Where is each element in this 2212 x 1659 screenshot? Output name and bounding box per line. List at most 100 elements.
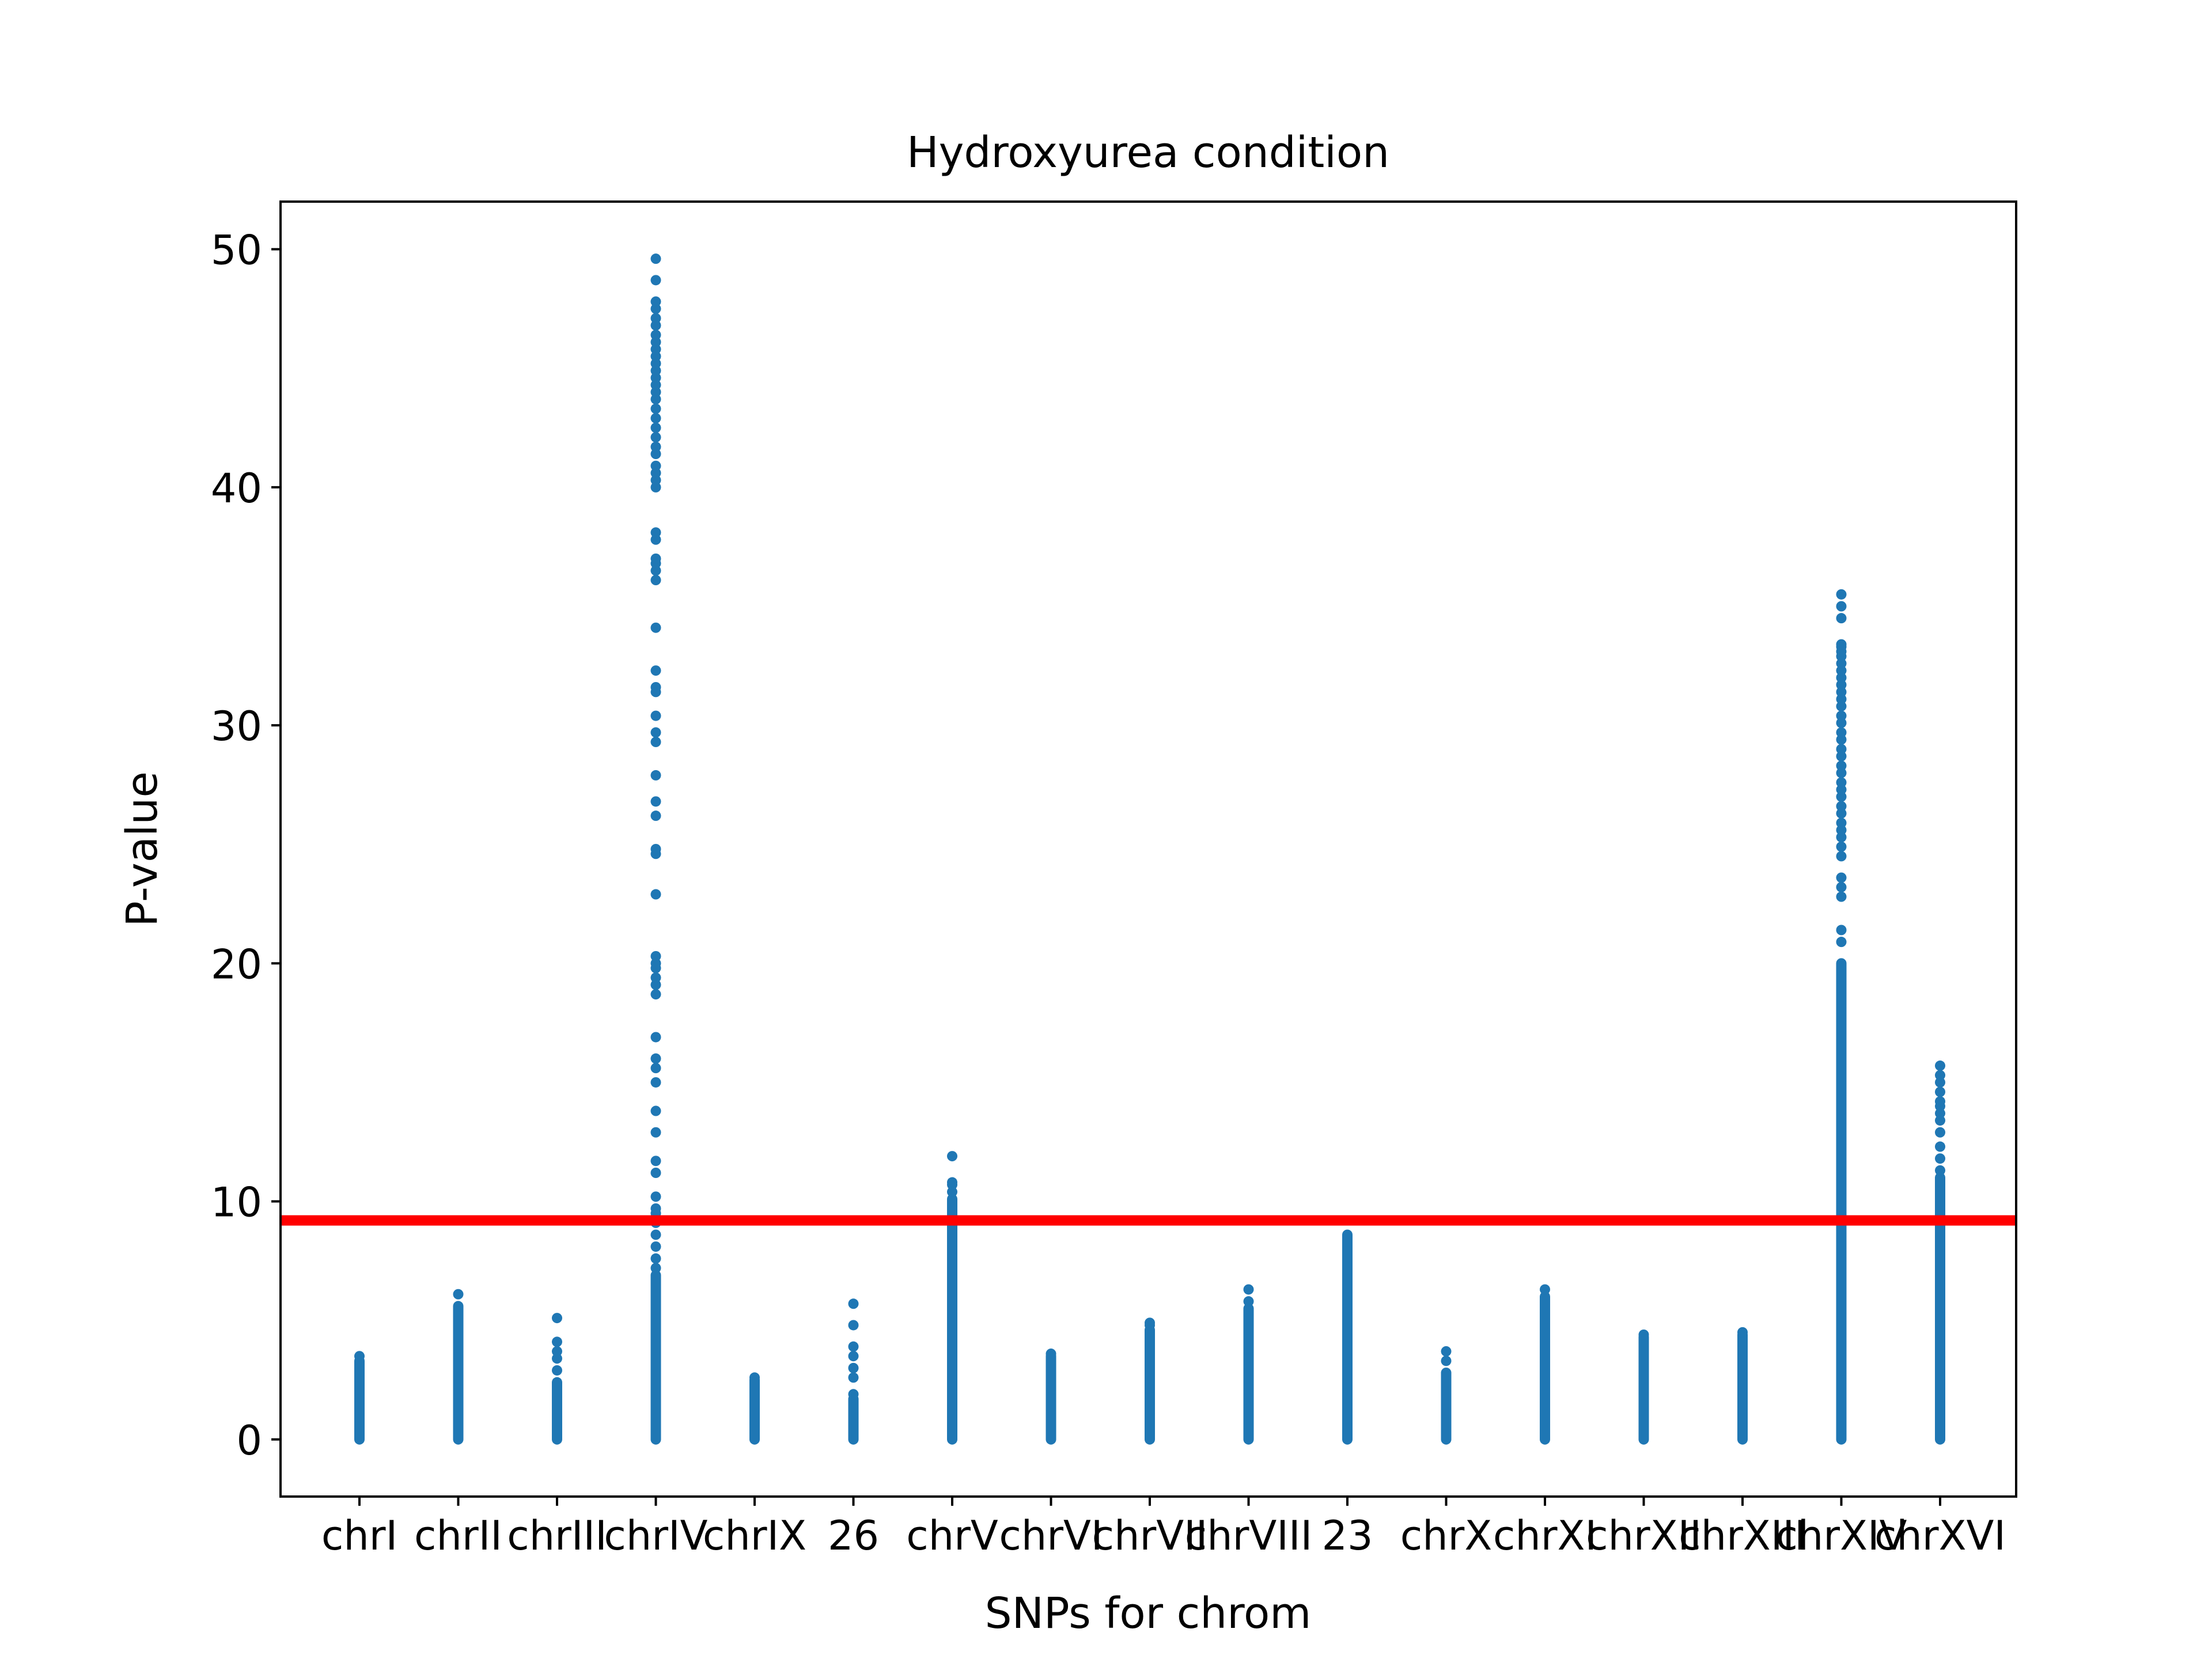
data-point: [650, 737, 661, 748]
data-point: [650, 727, 661, 738]
data-point: [650, 553, 661, 564]
data-point: [1836, 744, 1847, 755]
data-point: [650, 468, 661, 479]
data-point: [1836, 717, 1847, 728]
data-point: [1935, 1070, 1945, 1081]
data-point: [1441, 1355, 1452, 1366]
data-point: [650, 449, 661, 460]
data-point: [1836, 665, 1847, 676]
y-axis: 0 10 20 30 40 50: [211, 227, 281, 1464]
data-point: [749, 1372, 760, 1383]
data-point: [848, 1341, 859, 1352]
series-column-11: [1441, 1346, 1452, 1445]
data-point: [1836, 701, 1847, 712]
data-point: [650, 387, 661, 397]
data-point: [848, 1351, 859, 1362]
data-point: [1836, 832, 1847, 843]
data-point: [1836, 734, 1847, 745]
data-point: [1836, 801, 1847, 812]
y-tick-label: 30: [211, 703, 262, 750]
data-point: [1836, 639, 1847, 650]
data-point: [1836, 882, 1847, 893]
data-point: [650, 475, 661, 486]
series-column-8: [1145, 1317, 1155, 1445]
data-point: [650, 275, 661, 286]
series-column-7: [1046, 1349, 1056, 1445]
data-point: [650, 372, 661, 383]
data-point: [1836, 727, 1847, 738]
series-column-2: [552, 1313, 562, 1445]
data-point: [453, 1289, 464, 1300]
data-point: [1836, 817, 1847, 828]
data-point: [650, 413, 661, 424]
x-tick-label: chrXIII: [1679, 1512, 1806, 1559]
data-point: [650, 320, 661, 331]
data-point: [1836, 937, 1847, 948]
data-point: [848, 1320, 859, 1331]
data-point: [1836, 710, 1847, 721]
x-tick-label: chrV: [906, 1512, 998, 1559]
x-tick-label: chrX: [1400, 1512, 1493, 1559]
data-point: [1836, 872, 1847, 883]
x-tick-label: chrXVI: [1874, 1512, 2006, 1559]
data-point: [650, 770, 661, 781]
data-point: [1737, 1327, 1748, 1338]
data-point: [650, 1077, 661, 1088]
data-point: [1145, 1317, 1155, 1328]
data-point: [650, 303, 661, 314]
data-point: [1243, 1296, 1254, 1307]
y-axis-label: P-value: [118, 771, 167, 927]
data-point: [650, 460, 661, 471]
data-point: [848, 1389, 859, 1400]
chart-title: Hydroxyurea condition: [907, 128, 1389, 177]
x-tick-label: 26: [828, 1512, 879, 1559]
data-point: [650, 527, 661, 538]
data-point: [650, 575, 661, 586]
data-point: [650, 1105, 661, 1116]
series-column-14: [1737, 1327, 1748, 1445]
data-point: [848, 1298, 859, 1309]
data-point: [354, 1351, 365, 1362]
data-point: [650, 710, 661, 721]
data-point: [650, 665, 661, 676]
data-point: [650, 682, 661, 692]
x-tick-label: chrIV: [604, 1512, 707, 1559]
x-tick-label: chrXII: [1586, 1512, 1702, 1559]
data-point: [1836, 613, 1847, 624]
data-point: [650, 1168, 661, 1178]
data-point: [552, 1353, 562, 1364]
data-point: [552, 1313, 562, 1324]
data-point: [650, 1253, 661, 1264]
data-point: [1836, 851, 1847, 862]
data-point: [1935, 1153, 1945, 1164]
y-tick-label: 50: [211, 227, 262, 274]
series-column-13: [1638, 1330, 1649, 1445]
data-point: [1836, 791, 1847, 802]
data-point: [650, 296, 661, 307]
data-point: [1935, 1141, 1945, 1152]
data-point: [1638, 1330, 1649, 1340]
data-point: [1935, 1127, 1945, 1138]
data-point: [650, 950, 661, 961]
data-point: [1836, 589, 1847, 600]
data-point: [552, 1336, 562, 1347]
data-point: [1935, 1108, 1945, 1119]
data-point: [650, 1241, 661, 1252]
data-point: [650, 565, 661, 576]
data-point: [650, 989, 661, 1000]
data-point: [650, 1263, 661, 1274]
x-tick-label: chrII: [414, 1512, 502, 1559]
data-point: [650, 351, 661, 362]
series-column-16: [1935, 1060, 1945, 1445]
data-point: [1836, 687, 1847, 698]
data-point: [552, 1346, 562, 1357]
data-point: [650, 393, 661, 404]
data-point: [650, 422, 661, 433]
data-point: [650, 336, 661, 347]
x-tick-label: chrVII: [1092, 1512, 1208, 1559]
data-point: [650, 365, 661, 376]
data-point: [1836, 694, 1847, 704]
